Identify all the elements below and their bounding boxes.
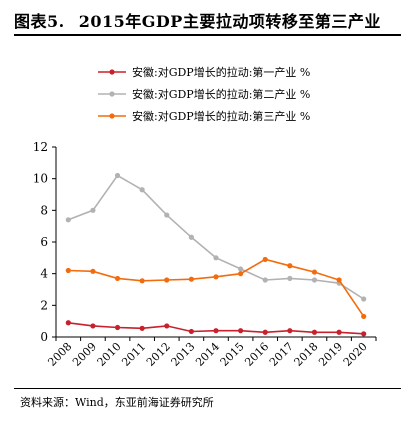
data-point <box>262 256 268 263</box>
data-point <box>164 323 170 329</box>
figure-title: 2015年GDP主要拉动项转移至第三产业 <box>78 12 381 31</box>
x-tick-label: 2020 <box>341 340 370 369</box>
x-tick-label: 2011 <box>119 340 148 369</box>
footer-rule <box>14 388 401 389</box>
legend-item-1: 安徽:对GDP增长的拉动:第一产业 % <box>98 65 310 79</box>
data-point <box>164 277 170 283</box>
plot-area <box>65 172 367 337</box>
data-point <box>90 207 96 213</box>
series-1 <box>65 320 367 337</box>
x-tick-label: 2019 <box>316 340 345 369</box>
chart-title: 图表5. 2015年GDP主要拉动项转移至第三产业 <box>14 8 381 32</box>
data-point <box>361 313 367 320</box>
data-point <box>90 268 96 274</box>
legend-item-2: 安徽:对GDP增长的拉动:第二产业 % <box>98 87 310 101</box>
x-tick-label: 2014 <box>193 340 222 369</box>
legend: 安徽:对GDP增长的拉动:第一产业 % 安徽:对GDP增长的拉动:第二产业 % 安徽… <box>98 65 310 123</box>
data-point <box>311 329 318 335</box>
x-tick-label: 2018 <box>292 340 321 369</box>
x-tick-label: 2008 <box>45 340 74 369</box>
data-point <box>213 328 219 334</box>
data-point <box>90 323 96 329</box>
x-tick-label: 2010 <box>95 340 124 369</box>
series-3 <box>65 256 367 320</box>
legend-label: 安徽:对GDP增长的拉动:第三产业 % <box>132 109 310 123</box>
data-point <box>114 275 121 282</box>
y-tick-label: 0 <box>40 330 48 344</box>
y-tick-label: 8 <box>40 203 48 217</box>
data-point <box>287 263 293 269</box>
legend-label: 安徽:对GDP增长的拉动:第一产业 % <box>132 65 310 79</box>
data-point <box>262 329 268 335</box>
data-point <box>311 277 318 283</box>
series-line <box>68 258 365 317</box>
data-point <box>213 274 219 280</box>
axes: 0246810122008200920102011201220132014201… <box>33 140 377 369</box>
y-tick-label: 2 <box>40 298 48 312</box>
data-point <box>114 324 121 331</box>
data-point <box>139 325 145 331</box>
data-point <box>188 234 194 240</box>
x-tick-label: 2017 <box>267 340 296 369</box>
data-point <box>238 271 244 277</box>
x-tick-label: 2009 <box>70 340 99 369</box>
data-point <box>164 212 170 218</box>
x-tick-label: 2016 <box>242 340 271 369</box>
data-point <box>238 328 244 334</box>
data-point <box>114 172 121 179</box>
data-point <box>336 329 342 335</box>
title-underline <box>14 34 401 36</box>
data-point <box>213 255 219 261</box>
data-point <box>65 267 71 274</box>
legend-item-3: 安徽:对GDP增长的拉动:第三产业 % <box>98 109 310 123</box>
y-tick-label: 12 <box>33 140 48 154</box>
data-point <box>361 331 367 337</box>
y-tick-label: 6 <box>40 235 48 249</box>
legend-swatch-marker <box>109 91 115 97</box>
data-point <box>188 328 194 335</box>
y-tick-label: 4 <box>40 267 48 281</box>
legend-swatch-marker <box>109 69 115 75</box>
figure-number: 图表5. <box>14 12 65 31</box>
legend-label: 安徽:对GDP增长的拉动:第二产业 % <box>132 87 310 101</box>
series-line <box>68 174 365 300</box>
source-note: 资料来源：Wind，东亚前海证券研究所 <box>20 396 214 409</box>
y-tick-label: 10 <box>33 172 48 186</box>
data-point <box>139 278 145 284</box>
data-point <box>287 275 293 282</box>
series-2 <box>65 172 367 302</box>
data-point <box>188 276 194 282</box>
x-tick-label: 2013 <box>169 340 198 369</box>
x-tick-label: 2012 <box>144 340 173 369</box>
data-point <box>262 277 268 283</box>
data-point <box>139 187 145 193</box>
data-point <box>287 328 293 334</box>
data-point <box>238 266 244 272</box>
data-point <box>336 277 342 283</box>
data-point <box>65 320 71 326</box>
data-point <box>361 296 367 302</box>
data-point <box>65 217 71 223</box>
x-tick-label: 2015 <box>218 340 247 369</box>
legend-swatch-marker <box>109 113 115 119</box>
data-point <box>311 269 318 275</box>
